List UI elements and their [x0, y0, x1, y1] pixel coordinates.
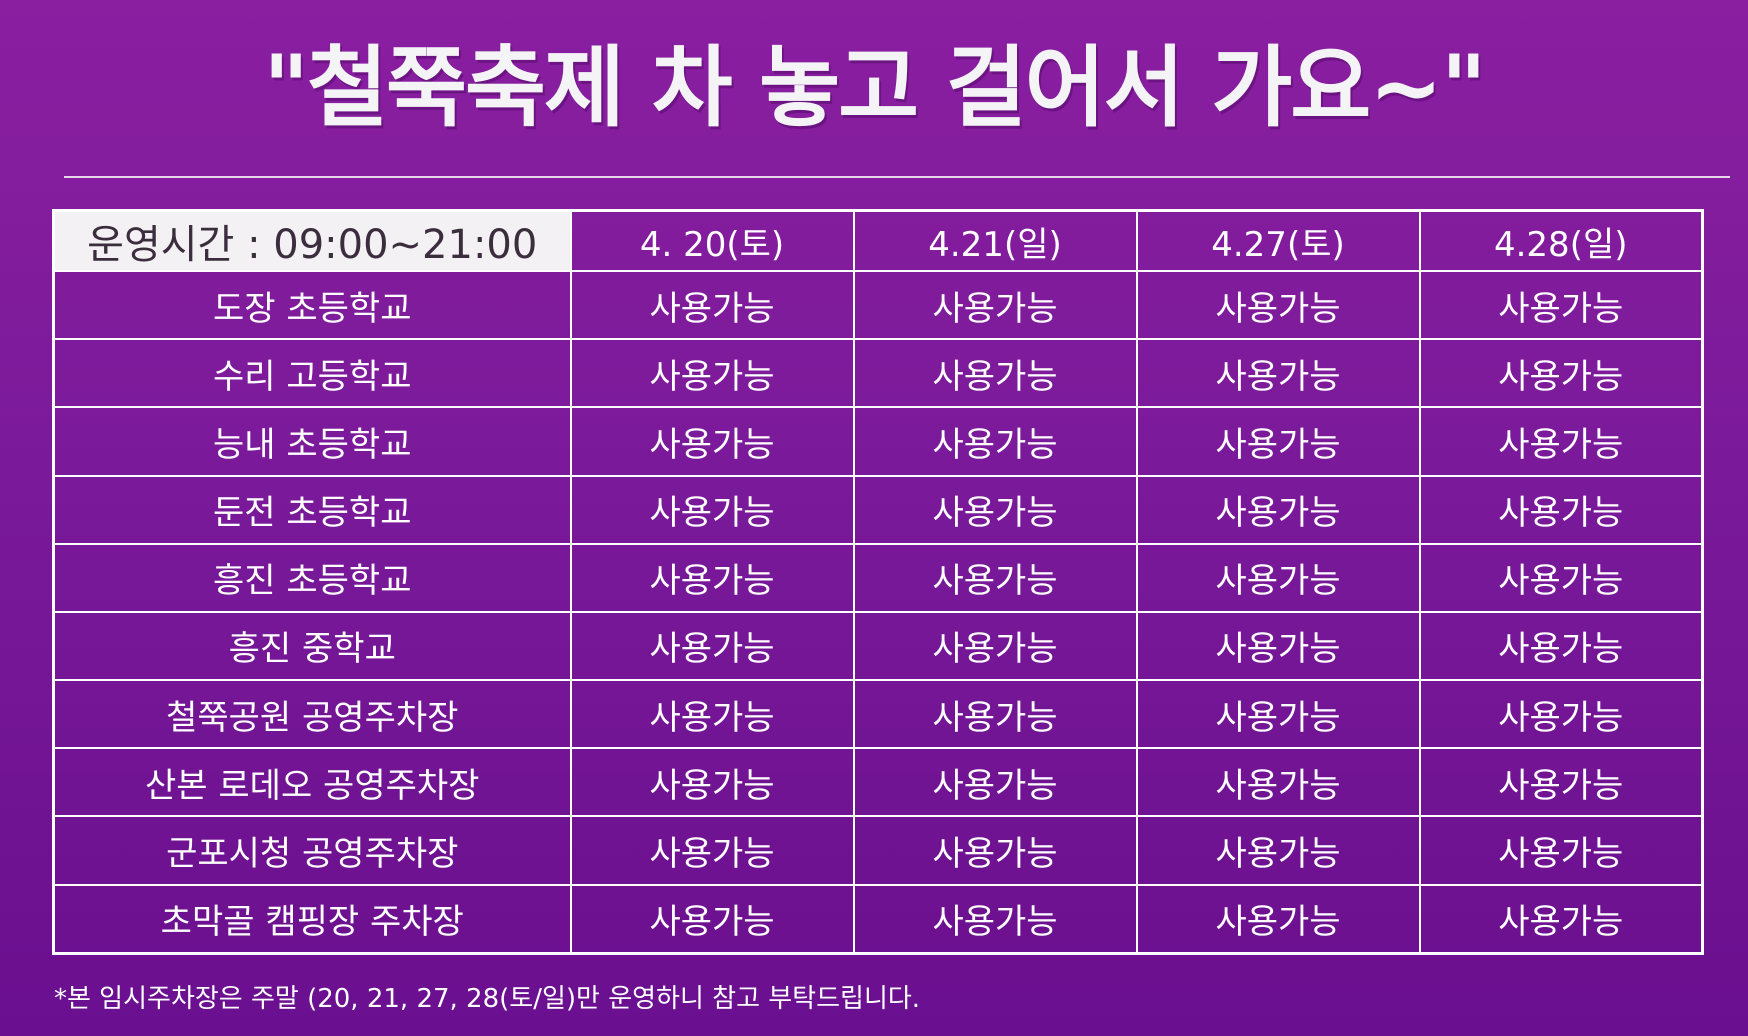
- availability-cell: 사용가능: [1418, 815, 1704, 886]
- availability-cell: 사용가능: [569, 474, 855, 545]
- date-header-4: 4.28(일): [1418, 209, 1704, 272]
- availability-cell: 사용가능: [569, 815, 855, 886]
- availability-cell: 사용가능: [852, 883, 1138, 955]
- availability-cell: 사용가능: [1418, 406, 1704, 477]
- availability-cell: 사용가능: [852, 338, 1138, 409]
- availability-cell: 사용가능: [1135, 542, 1421, 613]
- parking-lot-name: 철쭉공원 공영주차장: [52, 679, 572, 750]
- availability-cell: 사용가능: [852, 542, 1138, 613]
- availability-cell: 사용가능: [1135, 679, 1421, 750]
- availability-cell: 사용가능: [852, 815, 1138, 886]
- availability-cell: 사용가능: [852, 269, 1138, 341]
- availability-cell: 사용가능: [852, 406, 1138, 477]
- footnote: *본 임시주차장은 주말 (20, 21, 27, 28(토/일)만 운영하니 …: [54, 984, 921, 1014]
- operating-hours-cell: 운영시간 : 09:00~21:00: [52, 209, 572, 272]
- table-row: 철쭉공원 공영주차장 사용가능 사용가능 사용가능 사용가능: [52, 679, 1704, 750]
- availability-cell: 사용가능: [852, 610, 1138, 682]
- table-row: 흥진 초등학교 사용가능 사용가능 사용가능 사용가능: [52, 542, 1704, 613]
- availability-cell: 사용가능: [1135, 338, 1421, 409]
- availability-cell: 사용가능: [569, 883, 855, 955]
- table-row: 군포시청 공영주차장 사용가능 사용가능 사용가능 사용가능: [52, 815, 1704, 886]
- availability-cell: 사용가능: [1418, 338, 1704, 409]
- availability-cell: 사용가능: [1135, 474, 1421, 545]
- availability-cell: 사용가능: [1135, 406, 1421, 477]
- availability-cell: 사용가능: [852, 474, 1138, 545]
- parking-lot-name: 흥진 초등학교: [52, 542, 572, 613]
- availability-cell: 사용가능: [1135, 610, 1421, 682]
- table-header-row: 운영시간 : 09:00~21:00 4. 20(토) 4.21(일) 4.27…: [52, 209, 1704, 272]
- availability-cell: 사용가능: [1418, 542, 1704, 613]
- availability-cell: 사용가능: [1418, 610, 1704, 682]
- parking-lot-name: 수리 고등학교: [52, 338, 572, 409]
- availability-cell: 사용가능: [569, 610, 855, 682]
- availability-cell: 사용가능: [569, 679, 855, 750]
- availability-cell: 사용가능: [569, 542, 855, 613]
- availability-cell: 사용가능: [1135, 269, 1421, 341]
- parking-lot-name: 능내 초등학교: [52, 406, 572, 477]
- parking-lot-name: 초막골 캠핑장 주차장: [52, 883, 572, 955]
- availability-cell: 사용가능: [852, 679, 1138, 750]
- parking-lot-name: 산본 로데오 공영주차장: [52, 747, 572, 818]
- availability-cell: 사용가능: [569, 747, 855, 818]
- parking-lot-name: 군포시청 공영주차장: [52, 815, 572, 886]
- availability-cell: 사용가능: [569, 338, 855, 409]
- availability-cell: 사용가능: [1418, 269, 1704, 341]
- parking-schedule-table: 운영시간 : 09:00~21:00 4. 20(토) 4.21(일) 4.27…: [52, 209, 1704, 955]
- parking-lot-name: 도장 초등학교: [52, 269, 572, 341]
- title-divider: [64, 176, 1730, 178]
- parking-lot-name: 흥진 중학교: [52, 610, 572, 682]
- date-header-2: 4.21(일): [852, 209, 1138, 272]
- page-title: "철쭉축제 차 놓고 걸어서 가요~": [263, 36, 1487, 139]
- availability-cell: 사용가능: [1135, 747, 1421, 818]
- availability-cell: 사용가능: [569, 269, 855, 341]
- availability-cell: 사용가능: [1418, 747, 1704, 818]
- availability-cell: 사용가능: [1418, 679, 1704, 750]
- parking-lot-name: 둔전 초등학교: [52, 474, 572, 545]
- availability-cell: 사용가능: [1135, 815, 1421, 886]
- availability-cell: 사용가능: [1418, 474, 1704, 545]
- table-row: 능내 초등학교 사용가능 사용가능 사용가능 사용가능: [52, 406, 1704, 477]
- table-row: 도장 초등학교 사용가능 사용가능 사용가능 사용가능: [52, 269, 1704, 341]
- table-row: 수리 고등학교 사용가능 사용가능 사용가능 사용가능: [52, 338, 1704, 409]
- date-header-1: 4. 20(토): [569, 209, 855, 272]
- availability-cell: 사용가능: [852, 747, 1138, 818]
- table-row: 둔전 초등학교 사용가능 사용가능 사용가능 사용가능: [52, 474, 1704, 545]
- table-row: 흥진 중학교 사용가능 사용가능 사용가능 사용가능: [52, 610, 1704, 682]
- availability-cell: 사용가능: [1135, 883, 1421, 955]
- table-row: 초막골 캠핑장 주차장 사용가능 사용가능 사용가능 사용가능: [52, 883, 1704, 955]
- availability-cell: 사용가능: [1418, 883, 1704, 955]
- date-header-3: 4.27(토): [1135, 209, 1421, 272]
- table-row: 산본 로데오 공영주차장 사용가능 사용가능 사용가능 사용가능: [52, 747, 1704, 818]
- availability-cell: 사용가능: [569, 406, 855, 477]
